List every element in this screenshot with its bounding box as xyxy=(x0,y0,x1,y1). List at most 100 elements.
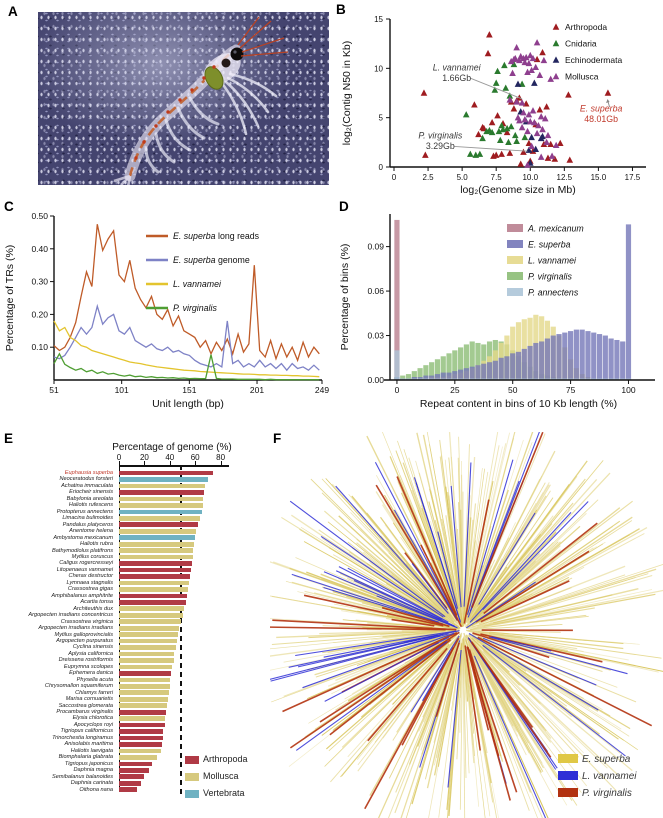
x-axis xyxy=(119,465,229,467)
scatter-point-echinodermata xyxy=(539,132,546,140)
scatter-point-mollusca xyxy=(539,125,546,133)
scatter-point-mollusca xyxy=(522,53,530,61)
histogram-bar-superba xyxy=(556,334,562,380)
histogram-bar-virginalis xyxy=(469,341,475,380)
species-label: Procambarus virginalis xyxy=(56,709,113,716)
legend-swatch-mollusca xyxy=(185,773,199,781)
genome-bar xyxy=(119,593,187,599)
repeat-ray xyxy=(491,564,663,621)
histogram-bar-annectens xyxy=(585,378,591,380)
x-tick-label: 101 xyxy=(115,385,129,395)
repeat-ray xyxy=(466,629,624,650)
x-tick-label: 249 xyxy=(315,385,329,395)
repeat-ray xyxy=(270,635,441,680)
scatter-point-cnidaria xyxy=(467,150,474,157)
repeat-ray xyxy=(469,565,492,614)
repeat-ray xyxy=(347,644,451,758)
histogram-bar-vannamei xyxy=(510,326,516,380)
repeat-ray xyxy=(342,619,433,628)
legend-label: P. virginalis xyxy=(582,788,632,799)
repeat-ray xyxy=(484,644,638,751)
species-label: Haliotis rubra xyxy=(80,541,113,548)
histogram-bar-vannamei xyxy=(515,322,522,380)
legend-swatch-annectens xyxy=(507,288,523,296)
legend-swatch-arthropoda xyxy=(185,756,199,764)
histogram-bar-annectens xyxy=(440,378,446,380)
histogram-bar-superba xyxy=(458,369,464,380)
repeat-ray xyxy=(308,629,454,639)
histogram-bar-annectens xyxy=(562,378,568,380)
histogram-bar-virginalis xyxy=(446,353,452,380)
histogram-bar-superba xyxy=(492,360,498,380)
repeat-ray xyxy=(438,645,462,818)
histogram-bar-annectens xyxy=(481,378,487,380)
legend-marker-echinodermata xyxy=(552,56,560,63)
repeat-ray xyxy=(356,542,441,612)
species-label: Crassostrea gigas xyxy=(67,586,113,593)
repeat-ray xyxy=(461,460,464,615)
scatter-point-mollusca xyxy=(543,138,550,146)
scatter-point-arthropoda xyxy=(484,49,492,57)
repeat-ray xyxy=(302,632,455,689)
repeat-ray xyxy=(463,462,472,607)
repeat-ray xyxy=(391,560,454,621)
repeat-ray xyxy=(396,476,458,616)
repeat-ray xyxy=(471,460,588,619)
repeat-ray xyxy=(319,631,460,723)
histogram-bar-superba xyxy=(614,339,620,380)
scatter-point-arthropoda xyxy=(604,89,612,96)
krill-pleopods xyxy=(144,96,220,174)
histogram-bar-superba xyxy=(504,356,510,380)
histogram-bar-annectens xyxy=(492,378,498,380)
histogram-bar-superba xyxy=(625,224,632,380)
repeat-ray xyxy=(450,534,462,613)
repeat-ray xyxy=(468,566,484,613)
repeat-ray xyxy=(459,638,464,698)
repeat-ray xyxy=(478,636,581,684)
repeat-ray xyxy=(481,589,663,627)
histogram-bar-superba xyxy=(486,362,493,380)
histogram-bar-annectens xyxy=(550,378,556,380)
scatter-point-mollusca xyxy=(548,152,556,159)
repeat-ray xyxy=(477,652,578,806)
scatter-point-mollusca xyxy=(511,54,519,62)
scatter-point-mollusca xyxy=(528,142,535,149)
histogram-bar-virginalis xyxy=(417,368,423,380)
repeat-ray xyxy=(331,638,445,695)
repeat-ray xyxy=(471,637,510,673)
repeat-ray xyxy=(469,497,554,620)
histogram-bar-superba xyxy=(498,357,504,380)
genome-bar xyxy=(119,748,161,754)
data-line-long_reads xyxy=(53,224,320,363)
repeat-ray xyxy=(481,641,590,708)
repeat-ray xyxy=(324,636,450,702)
scatter-point-mollusca xyxy=(509,69,516,76)
scatter-point-cnidaria xyxy=(505,138,512,146)
histogram-bar-annectens xyxy=(533,378,539,380)
repeat-ray xyxy=(467,482,546,622)
repeat-ray xyxy=(413,477,462,623)
genome-bar xyxy=(119,722,165,728)
histogram-bar-superba xyxy=(515,351,522,380)
x-tick xyxy=(169,461,171,465)
histogram-bar-annectens xyxy=(602,378,608,380)
repeat-ray xyxy=(353,579,442,621)
annotation-leader-line xyxy=(454,145,528,152)
histogram-bar-annectens xyxy=(394,350,400,380)
histogram-bar-annectens xyxy=(463,378,469,380)
legend-row: Mollusca xyxy=(185,771,270,785)
repeat-ray xyxy=(474,640,618,775)
repeat-ray xyxy=(394,649,457,814)
repeat-ray xyxy=(429,490,457,602)
x-tick xyxy=(119,461,120,465)
annotation-arrowhead xyxy=(606,98,610,103)
repeat-ray xyxy=(347,567,449,623)
scatter-point-mollusca xyxy=(524,127,531,135)
repeat-ray xyxy=(482,501,589,611)
x-tick-label: 25 xyxy=(450,385,460,395)
histogram-bar-superba xyxy=(596,334,603,380)
legend-swatch-superba xyxy=(507,240,523,248)
repeat-ray xyxy=(391,618,435,627)
repeat-ray xyxy=(466,659,486,818)
genome-bar xyxy=(119,574,191,579)
